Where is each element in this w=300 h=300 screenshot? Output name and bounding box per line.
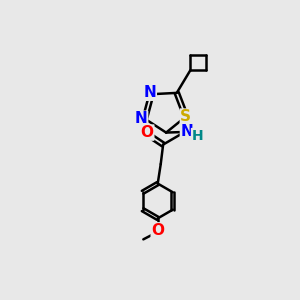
Text: O: O xyxy=(141,125,154,140)
Text: N: N xyxy=(143,85,156,100)
Text: N: N xyxy=(135,111,148,126)
Text: N: N xyxy=(181,124,193,139)
Text: H: H xyxy=(191,129,203,142)
Text: S: S xyxy=(180,109,191,124)
Text: O: O xyxy=(151,223,164,238)
